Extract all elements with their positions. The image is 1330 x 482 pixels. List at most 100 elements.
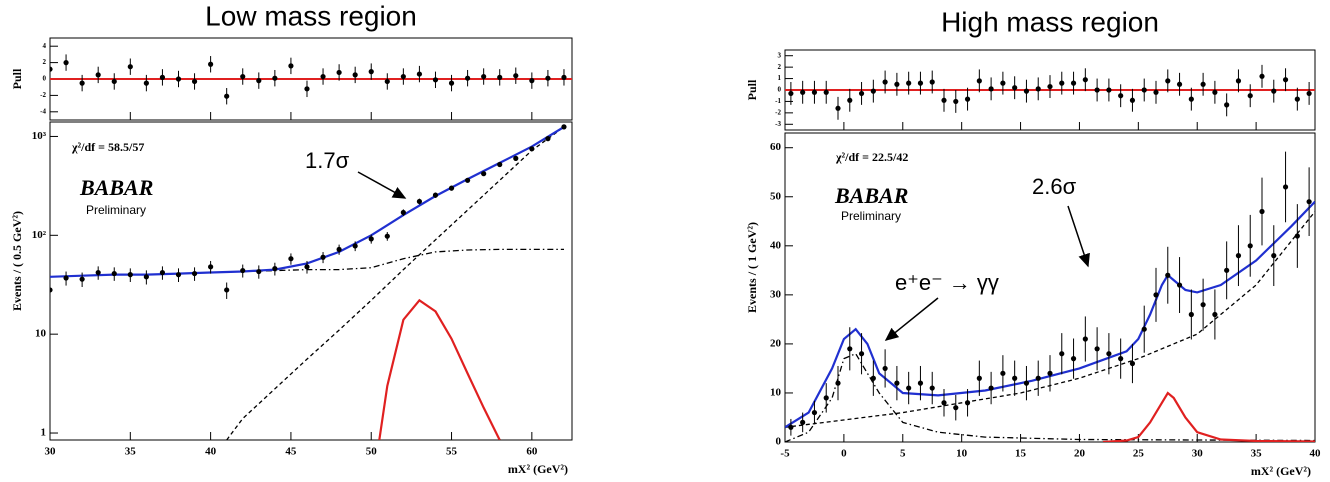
y-tick-label: 10 bbox=[770, 386, 782, 398]
data-point bbox=[1106, 351, 1112, 357]
data-point bbox=[1165, 78, 1171, 84]
data-point bbox=[529, 146, 535, 152]
data-point bbox=[1047, 83, 1053, 90]
x-tick-label: 5 bbox=[900, 448, 906, 460]
data-point bbox=[400, 209, 406, 216]
data-point bbox=[1247, 243, 1253, 249]
data-point bbox=[63, 60, 69, 66]
data-point bbox=[240, 73, 246, 80]
data-point bbox=[432, 192, 439, 198]
preliminary-label: Preliminary bbox=[841, 209, 901, 223]
plot-frame bbox=[49, 121, 573, 441]
x-tick-label: 10 bbox=[956, 448, 968, 460]
data-point bbox=[882, 365, 888, 372]
data-point bbox=[988, 86, 994, 92]
x-tick-label: 45 bbox=[285, 446, 297, 458]
data-point bbox=[1094, 346, 1100, 352]
data-point bbox=[1200, 302, 1206, 308]
x-tick-label: 30 bbox=[1192, 448, 1204, 460]
data-point bbox=[1235, 253, 1242, 259]
y-axis-label: Pull bbox=[745, 79, 759, 100]
x-tick-label: 40 bbox=[205, 446, 217, 458]
data-point bbox=[1059, 80, 1065, 86]
plot-content bbox=[785, 64, 1315, 120]
y-tick-label: 10² bbox=[32, 229, 47, 241]
data-point bbox=[208, 61, 214, 67]
data-point bbox=[143, 80, 149, 86]
data-point bbox=[1176, 81, 1183, 87]
data-point bbox=[513, 155, 519, 161]
x-tick-label: 55 bbox=[446, 446, 458, 458]
babar-logo: BABAR bbox=[834, 183, 908, 208]
y-tick-label: 4 bbox=[43, 42, 47, 50]
x-tick-label: -5 bbox=[780, 448, 790, 460]
data-point bbox=[1070, 356, 1077, 362]
x-tick-label: 25 bbox=[1133, 448, 1145, 460]
plot-content bbox=[50, 54, 572, 105]
data-point bbox=[894, 81, 900, 87]
data-point bbox=[175, 272, 182, 278]
data-point bbox=[63, 275, 69, 281]
y-tick-label: -2 bbox=[40, 91, 46, 99]
y-tick-label: -2 bbox=[775, 108, 781, 116]
data-point bbox=[529, 78, 535, 84]
data-point bbox=[953, 405, 959, 411]
data-point bbox=[79, 80, 85, 86]
plot-content bbox=[785, 151, 1315, 442]
data-point bbox=[894, 380, 900, 386]
data-point bbox=[976, 375, 982, 381]
data-point bbox=[1070, 80, 1077, 86]
y-tick-label: 60 bbox=[770, 141, 782, 153]
data-point bbox=[941, 400, 947, 406]
data-point bbox=[835, 380, 841, 386]
data-point bbox=[823, 395, 829, 401]
data-point bbox=[368, 69, 374, 75]
data-point bbox=[811, 89, 818, 95]
data-point bbox=[127, 64, 133, 70]
data-point bbox=[1035, 86, 1041, 92]
preliminary-label: Preliminary bbox=[86, 203, 146, 217]
data-point bbox=[1094, 87, 1100, 93]
data-point bbox=[336, 246, 342, 253]
y-tick-label: -3 bbox=[775, 120, 781, 128]
data-point bbox=[1000, 370, 1006, 376]
data-point bbox=[835, 105, 841, 111]
data-point bbox=[1294, 233, 1300, 239]
data-point bbox=[352, 243, 358, 249]
data-point bbox=[143, 274, 149, 280]
data-point bbox=[561, 124, 567, 130]
data-point bbox=[368, 236, 374, 242]
data-point bbox=[240, 267, 246, 274]
x-tick-label: 35 bbox=[125, 446, 137, 458]
data-point bbox=[432, 77, 439, 83]
data-point bbox=[545, 136, 551, 142]
y-tick-label: 40 bbox=[770, 239, 782, 251]
arrow bbox=[884, 297, 939, 341]
data-point bbox=[1082, 336, 1088, 342]
data-point bbox=[1282, 77, 1289, 83]
x-tick-label: 35 bbox=[1251, 448, 1263, 460]
y-tick-label: 50 bbox=[770, 190, 782, 202]
data-point bbox=[1023, 380, 1030, 386]
data-point bbox=[1082, 77, 1088, 83]
y-tick-label: -1 bbox=[775, 97, 781, 105]
arrow bbox=[1067, 205, 1090, 268]
data-point bbox=[481, 171, 487, 177]
data-point bbox=[416, 71, 423, 77]
data-point bbox=[823, 89, 829, 95]
data-point bbox=[208, 264, 214, 270]
data-point bbox=[272, 75, 278, 81]
data-point bbox=[1306, 199, 1312, 205]
significance-label: 1.7σ bbox=[305, 148, 350, 173]
data-point bbox=[1000, 80, 1006, 86]
data-point bbox=[159, 269, 166, 276]
x-axis-label: mX² (GeV²) bbox=[508, 462, 568, 476]
data-point bbox=[953, 98, 959, 105]
data-point bbox=[1200, 81, 1206, 87]
y-tick-label: 2 bbox=[43, 58, 47, 66]
data-point bbox=[1012, 375, 1018, 381]
data-point bbox=[224, 287, 230, 293]
data-point bbox=[1294, 96, 1300, 102]
fit-curve bbox=[1102, 391, 1315, 442]
data-point bbox=[465, 75, 471, 81]
